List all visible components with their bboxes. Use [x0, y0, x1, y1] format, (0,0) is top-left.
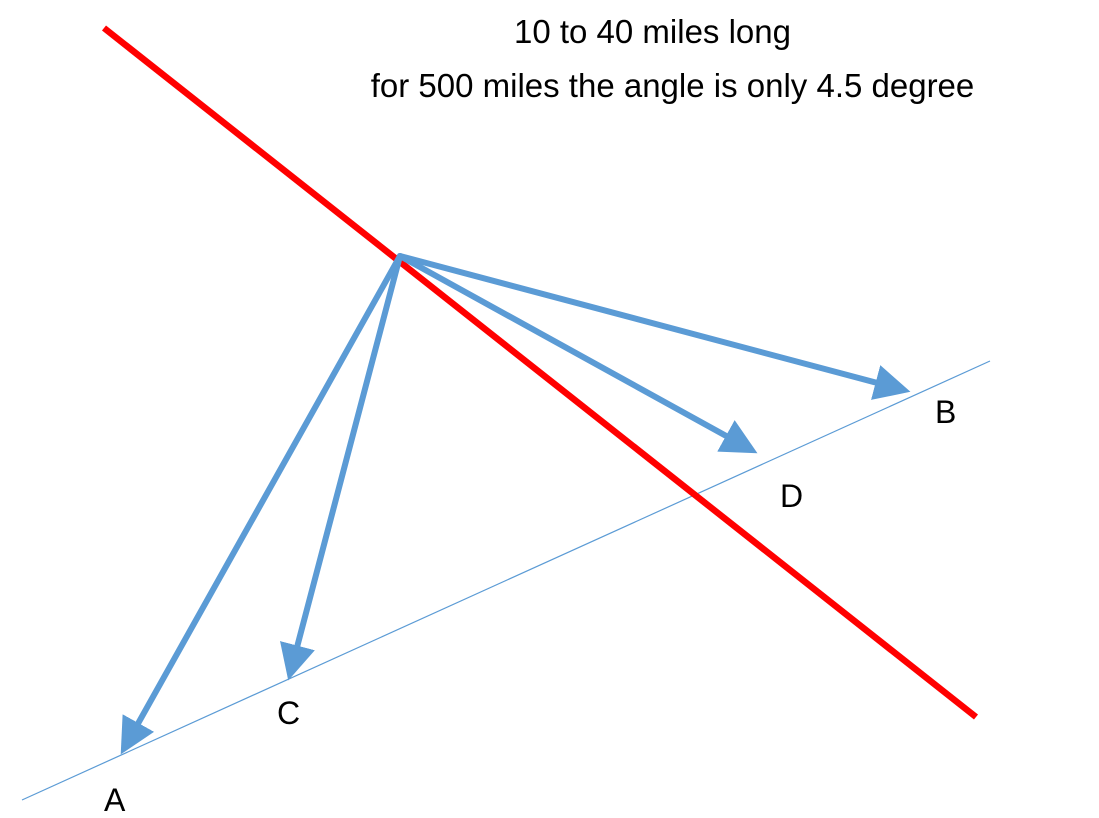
arrow-to-a	[120, 253, 403, 755]
caption-line-2: for 500 miles the angle is only 4.5 degr…	[370, 67, 975, 104]
arrow-group	[120, 253, 911, 755]
arrow-to-c	[280, 253, 403, 681]
arrow-to-b	[397, 253, 911, 400]
point-label-c: C	[277, 695, 301, 731]
caption-line-1: 10 to 40 miles long	[513, 13, 791, 50]
point-label-b: B	[935, 394, 957, 430]
arrow-to-d	[397, 253, 758, 454]
point-label-a: A	[104, 782, 126, 818]
point-label-d: D	[780, 478, 804, 514]
baseline-line	[21, 360, 991, 801]
red-line	[101, 25, 979, 720]
